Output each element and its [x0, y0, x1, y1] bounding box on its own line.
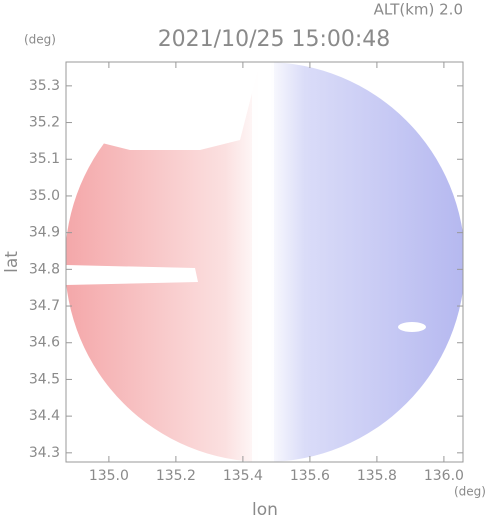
y-tick-label: 34.4 [29, 408, 60, 424]
y-tick-label: 35.3 [29, 78, 60, 94]
altitude-label: ALT(km) 2.0 [374, 1, 463, 19]
x-tick-label: 135.6 [290, 468, 330, 484]
y-tick-label: 35.2 [29, 115, 60, 131]
y-tick-label: 35.1 [29, 151, 60, 167]
x-tick-label: 136.0 [424, 468, 464, 484]
y-tick-label: 34.7 [29, 298, 60, 314]
x-axis-label: lon [252, 500, 278, 520]
x-tick-label: 135.4 [223, 468, 263, 484]
y-tick-label: 34.6 [29, 335, 60, 351]
chart-title: 2021/10/25 15:00:48 [158, 27, 391, 52]
x-tick-label: 135.0 [89, 468, 129, 484]
y-axis-label: lat [2, 251, 22, 273]
y-tick-label: 34.9 [29, 225, 60, 241]
y-tick-label: 34.5 [29, 371, 60, 387]
x-unit: (deg) [454, 485, 486, 499]
x-tick-label: 135.2 [156, 468, 196, 484]
radar-field [66, 62, 463, 462]
y-unit: (deg) [24, 33, 56, 47]
y-tick-label: 35.0 [29, 188, 60, 204]
y-tick-label: 34.8 [29, 261, 60, 277]
x-tick-label: 135.8 [357, 468, 397, 484]
y-tick-label: 34.3 [29, 445, 60, 461]
plot-frame [65, 61, 464, 463]
